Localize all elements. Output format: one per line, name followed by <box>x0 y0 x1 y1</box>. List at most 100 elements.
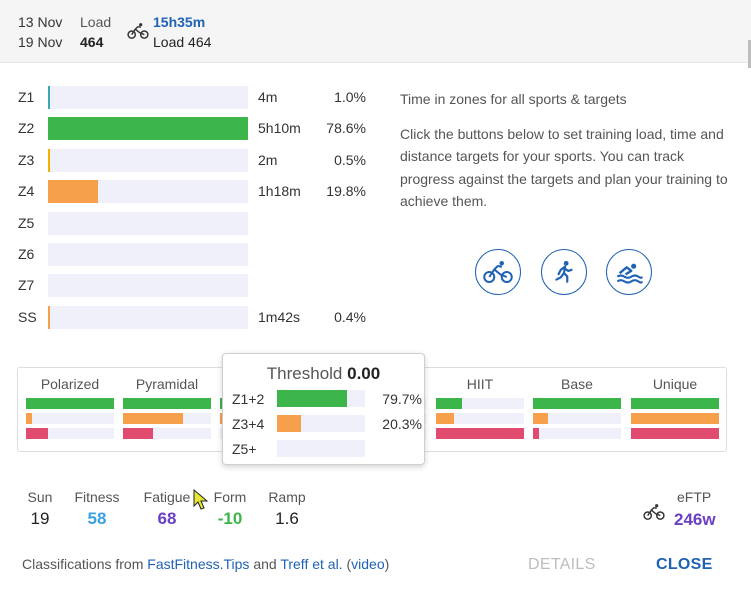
distribution-bar-fill <box>631 428 719 439</box>
distribution-bar-fill <box>631 398 719 409</box>
distribution-bar-fill <box>26 413 33 424</box>
zone-bar-fill <box>48 117 248 140</box>
stat-form: Form -10 <box>208 489 252 529</box>
tooltip-value: 0.00 <box>347 364 381 383</box>
bike-icon <box>643 504 665 520</box>
tooltip-zone-label: Z1+2 <box>232 391 265 407</box>
stat-value: -10 <box>217 509 243 528</box>
distribution-name: Pyramidal <box>135 376 199 392</box>
tooltip-bar-track <box>277 440 365 457</box>
summary-header: 13 Nov 19 Nov Load 464 15h35m Load 464 <box>0 0 751 68</box>
zone-row: Z5 <box>18 212 378 235</box>
close-button[interactable]: CLOSE <box>656 556 713 573</box>
stat-value: 19 <box>30 509 50 528</box>
threshold-tooltip: Threshold 0.00 Z1+2 79.7% Z3+4 20.3% Z5+ <box>222 353 425 465</box>
tooltip-zone-label: Z3+4 <box>232 416 265 432</box>
mouse-pointer-icon <box>193 489 209 510</box>
distribution-bar-fill <box>533 428 540 439</box>
load-label: Load <box>80 14 112 30</box>
targets-info: Time in zones for all sports & targets C… <box>400 88 730 213</box>
distribution-name: Unique <box>652 376 698 392</box>
swim-target-button[interactable] <box>606 249 652 295</box>
zone-bar-track <box>48 180 248 203</box>
zone-bar-track <box>48 274 248 297</box>
zone-time: 1h18m <box>258 183 301 199</box>
treff-link[interactable]: Treff et al. <box>280 556 343 572</box>
stat-fitness: Fitness 58 <box>68 489 126 529</box>
zone-label: Z6 <box>18 246 35 262</box>
zone-row: Z4 1h18m 19.8% <box>18 180 378 203</box>
tooltip-row: Z3+4 20.3% <box>232 415 422 432</box>
distribution-bar-fill <box>436 428 524 439</box>
zone-percent: 1.0% <box>334 89 366 105</box>
zone-time: 4m <box>258 89 278 105</box>
distribution-bar-fill <box>533 398 621 409</box>
zone-percent: 78.6% <box>326 120 366 136</box>
zone-label: Z5 <box>18 215 35 231</box>
run-target-button[interactable] <box>541 249 587 295</box>
distribution-unique[interactable]: Unique <box>631 374 719 439</box>
scrollbar[interactable] <box>748 40 751 68</box>
zone-row: Z2 5h10m 78.6% <box>18 117 378 140</box>
distribution-bar <box>631 413 719 424</box>
zone-label: Z3 <box>18 152 35 168</box>
video-link[interactable]: video <box>351 556 385 572</box>
run-icon <box>555 260 573 283</box>
distribution-bar <box>533 428 621 439</box>
distribution-bar <box>631 398 719 409</box>
stat-label: Form <box>213 489 247 505</box>
distribution-pyramidal[interactable]: Pyramidal <box>123 374 211 439</box>
load-value: 464 <box>80 34 104 50</box>
tooltip-percent: 79.7% <box>382 391 422 407</box>
fastfitness-link[interactable]: FastFitness.Tips <box>147 556 250 572</box>
stat-label: Fatigue <box>143 489 191 505</box>
credits-prefix: Classifications from <box>22 556 148 572</box>
zone-time: 2m <box>258 152 278 168</box>
tooltip-title: Threshold 0.00 <box>223 364 424 384</box>
distribution-bar <box>26 398 114 409</box>
distribution-name: Base <box>561 376 593 392</box>
zone-bar-fill <box>48 149 50 172</box>
zone-bar-track <box>48 86 248 109</box>
distribution-bar <box>123 398 211 409</box>
zone-bar-track <box>48 149 248 172</box>
distribution-bar-fill <box>26 398 114 409</box>
distribution-base[interactable]: Base <box>533 374 621 439</box>
tooltip-bar-fill <box>277 390 348 407</box>
zone-bar-fill <box>48 86 50 109</box>
distribution-bar <box>26 413 114 424</box>
zone-percent: 19.8% <box>326 183 366 199</box>
details-button[interactable]: DETAILS <box>528 556 596 573</box>
date-end: 19 Nov <box>18 34 63 50</box>
bike-target-button[interactable] <box>475 249 521 295</box>
zone-label: Z1 <box>18 89 35 105</box>
distribution-bar <box>436 398 524 409</box>
date-range: 13 Nov 19 Nov <box>18 12 62 52</box>
eftp-label: eFTP <box>677 489 712 505</box>
distribution-bar <box>533 398 621 409</box>
zone-label: Z4 <box>18 183 35 199</box>
distribution-bar-fill <box>436 413 454 424</box>
credits-paren-close: ) <box>384 556 390 572</box>
distribution-bar-fill <box>631 413 719 424</box>
tooltip-bar-track <box>277 390 365 407</box>
distribution-bar-fill <box>123 413 183 424</box>
tooltip-bar-fill <box>277 415 301 432</box>
sport-duration: 15h35m <box>153 14 206 30</box>
distribution-polarized[interactable]: Polarized <box>26 374 114 439</box>
stat-ramp: Ramp 1.6 <box>262 489 312 529</box>
zone-percent: 0.4% <box>334 309 366 325</box>
distribution-bar-fill <box>26 428 48 439</box>
zone-bar-track <box>48 243 248 266</box>
zone-bar-track <box>48 212 248 235</box>
zone-percent: 0.5% <box>334 152 366 168</box>
distribution-bar-fill <box>123 428 153 439</box>
stat-fatigue: Fatigue 68 <box>136 489 198 529</box>
distribution-hiit[interactable]: HIIT <box>436 374 524 439</box>
tooltip-row: Z5+ <box>232 440 422 457</box>
zone-bar-track <box>48 117 248 140</box>
zone-row: Z6 <box>18 243 378 266</box>
credits-paren-open: ( <box>342 556 352 572</box>
distribution-bar <box>123 413 211 424</box>
distribution-bar <box>123 428 211 439</box>
